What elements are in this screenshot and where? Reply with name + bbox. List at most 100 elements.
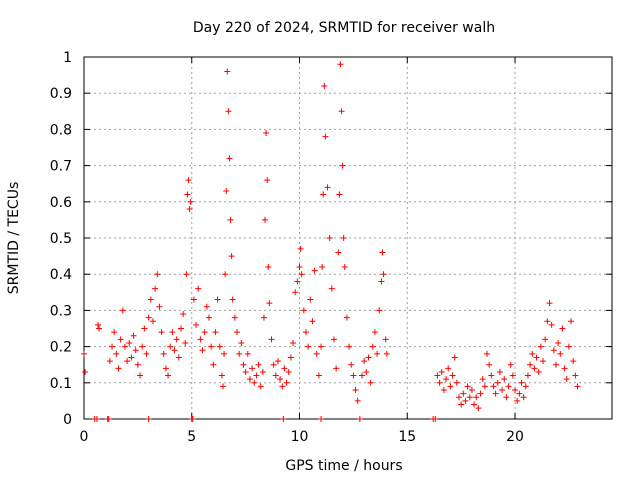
data-point — [313, 350, 320, 357]
data-point — [287, 354, 294, 361]
data-point — [240, 361, 247, 368]
data-point — [548, 321, 555, 328]
data-point — [453, 379, 460, 386]
data-point — [169, 329, 176, 336]
data-point — [141, 325, 148, 332]
data-point — [563, 376, 570, 383]
data-point — [340, 235, 347, 241]
data-point — [149, 318, 156, 325]
data-point — [173, 336, 180, 343]
data-point — [281, 365, 288, 372]
data-point — [572, 372, 579, 379]
x-tick-label: 10 — [291, 429, 309, 445]
data-point — [124, 358, 131, 365]
data-point — [185, 177, 192, 184]
data-point — [557, 350, 564, 357]
data-point — [522, 383, 529, 390]
data-point — [244, 350, 251, 357]
data-point — [447, 383, 454, 390]
x-axis-label: GPS time / hours — [285, 458, 402, 474]
data-point — [249, 365, 256, 372]
data-point — [371, 329, 378, 336]
data-point — [274, 358, 281, 365]
data-point — [533, 354, 540, 361]
data-point — [145, 314, 152, 321]
data-point — [199, 347, 206, 354]
data-point — [263, 130, 270, 137]
data-point — [455, 394, 462, 401]
data-point — [305, 343, 312, 350]
data-point — [220, 383, 227, 390]
data-point — [481, 383, 488, 390]
data-point — [322, 133, 329, 140]
data-point — [285, 368, 292, 375]
data-point — [496, 368, 503, 375]
data-point — [189, 416, 196, 422]
data-point — [205, 314, 212, 321]
data-point — [272, 372, 279, 379]
data-point — [214, 296, 221, 303]
data-point — [106, 358, 113, 365]
data-point — [130, 332, 137, 339]
data-point — [260, 314, 267, 321]
data-point — [152, 285, 159, 292]
data-point — [119, 307, 126, 314]
data-point — [294, 278, 301, 285]
data-point — [222, 271, 229, 278]
data-point — [121, 343, 128, 350]
data-point — [451, 354, 458, 361]
data-point — [320, 191, 327, 198]
data-point — [555, 339, 562, 346]
data-point — [544, 318, 551, 325]
y-tick-label: 0.5 — [50, 231, 72, 247]
data-point — [186, 206, 193, 213]
axis-ticks: 00.10.20.30.40.50.60.70.80.910 5 10 15 20 — [50, 50, 612, 445]
data-point — [115, 365, 122, 372]
data-point — [156, 303, 163, 310]
data-point — [501, 376, 508, 383]
data-point — [499, 387, 506, 394]
data-point — [315, 372, 322, 379]
y-tick-label: 1 — [63, 50, 72, 66]
data-point — [175, 354, 182, 361]
data-point — [561, 365, 568, 372]
data-point — [139, 343, 146, 350]
data-point — [475, 405, 482, 412]
y-tick-label: 0.8 — [50, 122, 72, 138]
data-point — [95, 321, 102, 328]
data-point — [210, 361, 217, 368]
data-point — [111, 329, 118, 336]
data-point — [546, 300, 553, 307]
data-point — [379, 249, 386, 256]
data-point — [361, 358, 368, 365]
data-point — [262, 216, 269, 223]
data-point — [443, 376, 450, 383]
data-point — [137, 372, 144, 379]
data-point — [537, 343, 544, 350]
data-point — [460, 390, 467, 397]
y-tick-label: 0.9 — [50, 86, 72, 102]
y-tick-label: 0.6 — [50, 195, 72, 211]
data-point — [190, 296, 197, 303]
data-point — [143, 350, 150, 357]
data-point — [165, 372, 172, 379]
data-point — [363, 368, 370, 375]
data-point — [242, 368, 249, 375]
data-point — [283, 379, 290, 386]
data-point — [350, 372, 357, 379]
data-point — [238, 339, 245, 346]
data-point — [231, 314, 238, 321]
data-point — [266, 300, 273, 307]
data-point — [529, 350, 536, 357]
data-point — [180, 311, 187, 318]
y-tick-label: 0.1 — [50, 376, 72, 392]
data-point — [145, 416, 152, 422]
data-point — [311, 267, 318, 274]
y-tick-label: 0.4 — [50, 267, 72, 283]
y-axis-label: SRMTID / TECUs — [6, 182, 22, 295]
data-point — [468, 387, 475, 394]
data-point — [109, 343, 116, 350]
data-point — [229, 296, 236, 303]
data-point — [484, 350, 491, 357]
data-point — [354, 397, 361, 404]
